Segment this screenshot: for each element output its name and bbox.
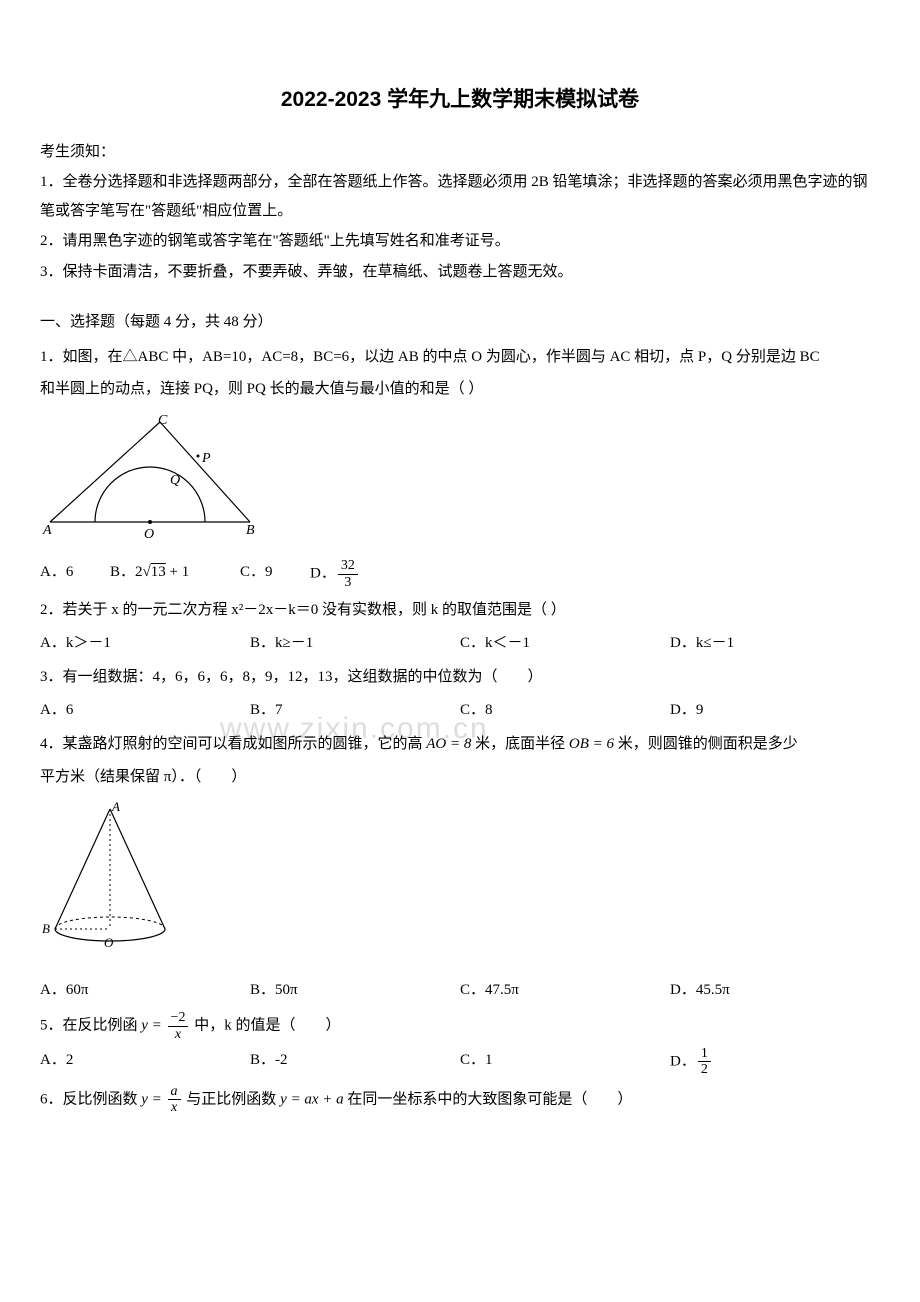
- page: www.zixin.com.cn 2022-2023 学年九上数学期末模拟试卷 …: [40, 80, 880, 1116]
- q1-opt-b: B．2√13 + 1: [110, 558, 240, 590]
- q4-opt-a: A．60π: [40, 976, 250, 1005]
- q2-options: A．k＞－1 B．k≥－1 C．k＜－1 D．k≤－1: [40, 629, 880, 658]
- section-header: 一、选择题（每题 4 分，共 48 分）: [40, 308, 880, 337]
- q4-opt-d: D．45.5π: [670, 976, 880, 1005]
- instruction-item: 2．请用黑色字迹的钢笔或答字笔在"答题纸"上先填写姓名和准考证号。: [40, 227, 880, 256]
- fig1-label-B: B: [246, 523, 255, 538]
- fig1-label-C: C: [158, 413, 168, 428]
- question-2: 2．若关于 x 的一元二次方程 x²－2x－k＝0 没有实数根，则 k 的取值范…: [40, 596, 880, 657]
- question-4: 4．某盏路灯照射的空间可以看成如图所示的圆锥，它的高 AO = 8 米，底面半径…: [40, 730, 880, 1004]
- q5-opt-d: D．12: [670, 1046, 880, 1078]
- q4-options: A．60π B．50π C．47.5π D．45.5π: [40, 976, 880, 1005]
- exam-title: 2022-2023 学年九上数学期末模拟试卷: [40, 80, 880, 120]
- q1-text-a: 1．如图，在△ABC 中，AB=10，AC=8，BC=6，以边 AB 的中点 O…: [40, 343, 880, 372]
- q6-text: 6．反比例函数 y = ax 与正比例函数 y = ax + a 在同一坐标系中…: [40, 1084, 880, 1116]
- q3-options: A．6 B．7 C．8 D．9: [40, 696, 880, 725]
- fig4-label-O: O: [104, 935, 114, 950]
- question-5: 5．在反比例函 y = −2x 中，k 的值是（ ） A．2 B．-2 C．1 …: [40, 1010, 880, 1078]
- q3-opt-c: C．8: [460, 696, 670, 725]
- q5-options: A．2 B．-2 C．1 D．12: [40, 1046, 880, 1078]
- q2-opt-b: B．k≥－1: [250, 629, 460, 658]
- q1-opt-a: A．6: [40, 558, 110, 590]
- q1-figure: A B C O P Q: [40, 412, 880, 553]
- instruction-item: 1．全卷分选择题和非选择题两部分，全部在答题纸上作答。选择题必须用 2B 铅笔填…: [40, 168, 880, 225]
- q4-opt-b: B．50π: [250, 976, 460, 1005]
- question-1: 1．如图，在△ABC 中，AB=10，AC=8，BC=6，以边 AB 的中点 O…: [40, 343, 880, 590]
- q2-text: 2．若关于 x 的一元二次方程 x²－2x－k＝0 没有实数根，则 k 的取值范…: [40, 596, 880, 625]
- q5-text: 5．在反比例函 y = −2x 中，k 的值是（ ）: [40, 1010, 880, 1042]
- question-6: 6．反比例函数 y = ax 与正比例函数 y = ax + a 在同一坐标系中…: [40, 1084, 880, 1116]
- q5-opt-a: A．2: [40, 1046, 250, 1078]
- instructions: 考生须知： 1．全卷分选择题和非选择题两部分，全部在答题纸上作答。选择题必须用 …: [40, 138, 880, 287]
- instructions-heading: 考生须知：: [40, 138, 880, 167]
- q1-text-b: 和半圆上的动点，连接 PQ，则 PQ 长的最大值与最小值的和是（ ）: [40, 375, 880, 404]
- fig1-label-P: P: [201, 451, 211, 466]
- fig1-label-O: O: [144, 527, 154, 542]
- q2-opt-d: D．k≤－1: [670, 629, 880, 658]
- question-3: 3．有一组数据：4，6，6，6，8，9，12，13，这组数据的中位数为（ ） A…: [40, 663, 880, 724]
- q4-text-d: 平方米（结果保留 π）．（ ）: [40, 763, 880, 792]
- fig4-label-B: B: [42, 921, 50, 936]
- q5-opt-c: C．1: [460, 1046, 670, 1078]
- fig1-label-A: A: [42, 523, 52, 538]
- q4-figure: A B O: [40, 799, 880, 970]
- fig4-label-A: A: [111, 799, 120, 814]
- q4-text: 4．某盏路灯照射的空间可以看成如图所示的圆锥，它的高 AO = 8 米，底面半径…: [40, 730, 880, 759]
- q3-opt-b: B．7: [250, 696, 460, 725]
- q1-options: A．6 B．2√13 + 1 C．9 D．323: [40, 558, 880, 590]
- q2-opt-c: C．k＜－1: [460, 629, 670, 658]
- q3-opt-a: A．6: [40, 696, 250, 725]
- q1-opt-c: C．9: [240, 558, 310, 590]
- q5-opt-b: B．-2: [250, 1046, 460, 1078]
- q4-opt-c: C．47.5π: [460, 976, 670, 1005]
- q1-opt-d: D．323: [310, 558, 470, 590]
- fig1-label-Q: Q: [170, 473, 180, 488]
- q2-opt-a: A．k＞－1: [40, 629, 250, 658]
- q3-opt-d: D．9: [670, 696, 880, 725]
- instruction-item: 3．保持卡面清洁，不要折叠，不要弄破、弄皱，在草稿纸、试题卷上答题无效。: [40, 258, 880, 287]
- q3-text: 3．有一组数据：4，6，6，6，8，9，12，13，这组数据的中位数为（ ）: [40, 663, 880, 692]
